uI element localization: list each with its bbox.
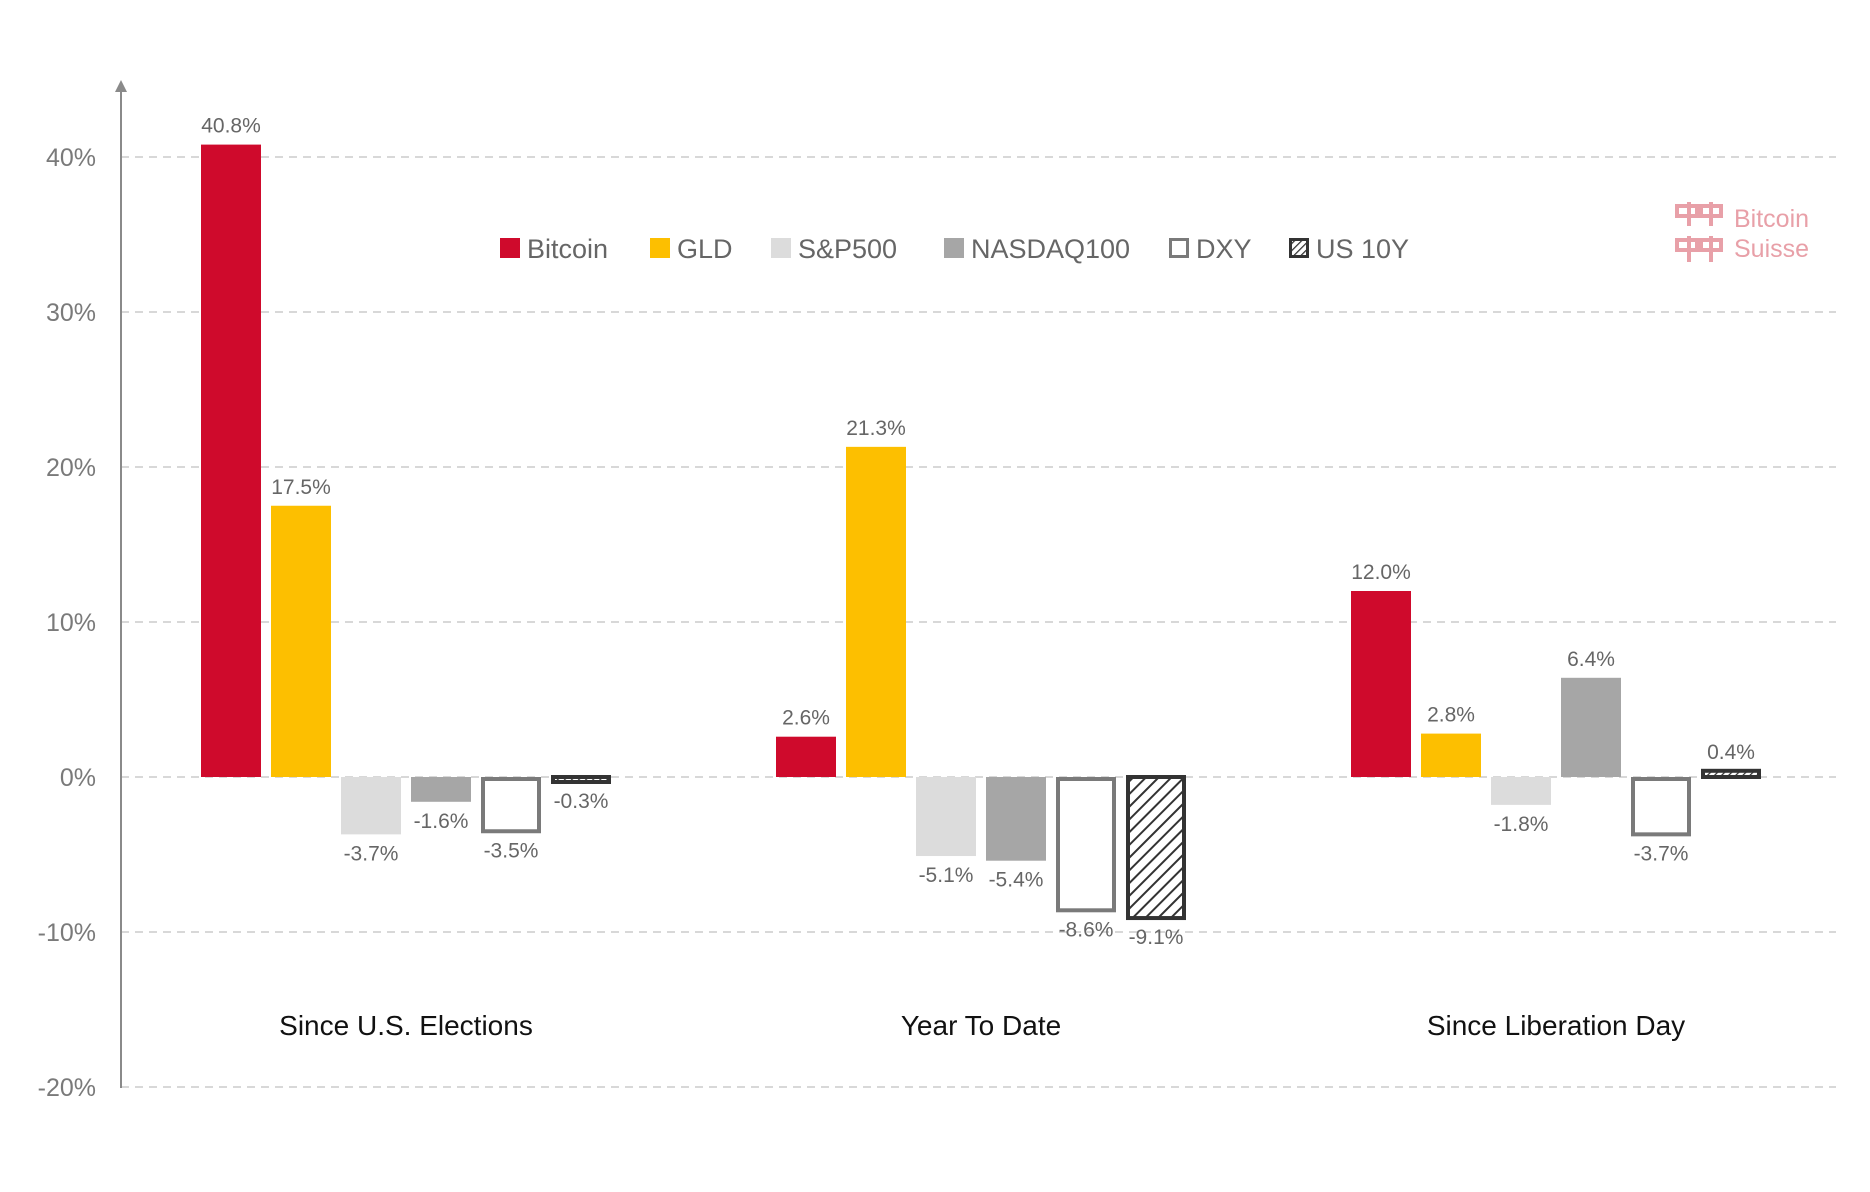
legend-swatch (771, 238, 791, 258)
bitcoin-suisse-watermark: Bitcoin Suisse (1675, 202, 1809, 263)
legend-label: Bitcoin (527, 234, 608, 264)
legend-item: GLD (650, 234, 733, 264)
legend-item: DXY (1169, 234, 1252, 264)
legend-swatch (650, 238, 670, 258)
y-axis-arrow-icon (115, 80, 127, 92)
data-label: -1.6% (414, 810, 469, 833)
legend-label: DXY (1196, 234, 1252, 264)
bitcoin-suisse-logo-icon (1675, 202, 1723, 262)
bar-us-10y (1126, 775, 1186, 921)
category-label: Year To Date (901, 1010, 1061, 1041)
data-labels: 40.8% 17.5% -3.7% -1.6% -3.5% -0.3% 2.6% 21.3% -… (201, 115, 1755, 949)
data-label: 40.8% (201, 115, 261, 138)
legend-label: S&P500 (798, 234, 897, 264)
data-label: -9.1% (1129, 926, 1184, 949)
y-axis: 40% 30% 20% 10% 0% -10% -20% (38, 80, 127, 1102)
data-label: -3.7% (1634, 842, 1689, 865)
category-labels: Since U.S. Elections Year To Date Since Li… (279, 1010, 1685, 1041)
bar-bitcoin (1351, 591, 1411, 777)
data-label: 12.0% (1351, 561, 1411, 584)
bar-gld (1421, 733, 1481, 777)
data-label: 21.3% (846, 417, 906, 440)
y-tick-label: -20% (38, 1074, 96, 1102)
legend-swatch (1169, 238, 1189, 258)
bar-nasdaq100 (986, 777, 1046, 861)
category-label: Since U.S. Elections (279, 1010, 533, 1041)
legend-item: S&P500 (771, 234, 897, 264)
data-label: -0.3% (554, 790, 609, 813)
legend-label: GLD (677, 234, 733, 264)
bar-dxy (1056, 777, 1116, 913)
data-label: 2.8% (1427, 704, 1475, 727)
data-label: -3.7% (344, 842, 399, 865)
bar-s-p500 (1491, 777, 1551, 805)
bar-gld (846, 446, 906, 777)
data-label: -3.5% (484, 839, 539, 862)
legend-swatch (944, 238, 964, 258)
data-label: 17.5% (271, 476, 331, 499)
y-tick-label: 30% (46, 299, 96, 327)
legend-swatch (500, 238, 520, 258)
bars (201, 144, 1761, 921)
data-label: -5.1% (919, 864, 974, 887)
data-label: -1.8% (1494, 813, 1549, 836)
watermark-line2: Suisse (1734, 235, 1809, 263)
watermark-line1: Bitcoin (1734, 205, 1809, 233)
gridlines (121, 156, 1836, 1088)
legend-item: Bitcoin (500, 234, 608, 264)
data-label: -8.6% (1059, 918, 1114, 941)
data-label: 0.4% (1707, 741, 1755, 764)
bar-dxy (1631, 777, 1691, 837)
legend-item: NASDAQ100 (944, 234, 1130, 264)
data-label: 6.4% (1567, 648, 1615, 671)
legend-item: US 10Y (1289, 234, 1409, 264)
bar-dxy (481, 777, 541, 834)
bar-us-10y (551, 775, 611, 784)
y-tick-label: 0% (60, 764, 96, 792)
y-tick-label: 10% (46, 609, 96, 637)
data-label: -5.4% (989, 869, 1044, 892)
legend-swatch (1289, 238, 1309, 258)
legend: Bitcoin GLD S&P500 NASDAQ100 DXY US 10Y (500, 234, 1409, 264)
bar-bitcoin (776, 736, 836, 777)
y-tick-label: -10% (38, 919, 96, 947)
bar-nasdaq100 (1561, 677, 1621, 777)
legend-label: NASDAQ100 (971, 234, 1130, 264)
bar-s-p500 (341, 777, 401, 835)
bar-s-p500 (916, 777, 976, 857)
bar-nasdaq100 (411, 777, 471, 802)
bar-us-10y (1701, 768, 1761, 779)
bar-gld (271, 505, 331, 777)
y-tick-label: 40% (46, 144, 96, 172)
y-tick-label: 20% (46, 454, 96, 482)
legend-label: US 10Y (1316, 234, 1409, 264)
bar-bitcoin (201, 144, 261, 778)
category-label: Since Liberation Day (1427, 1010, 1685, 1041)
data-label: 2.6% (782, 707, 830, 730)
